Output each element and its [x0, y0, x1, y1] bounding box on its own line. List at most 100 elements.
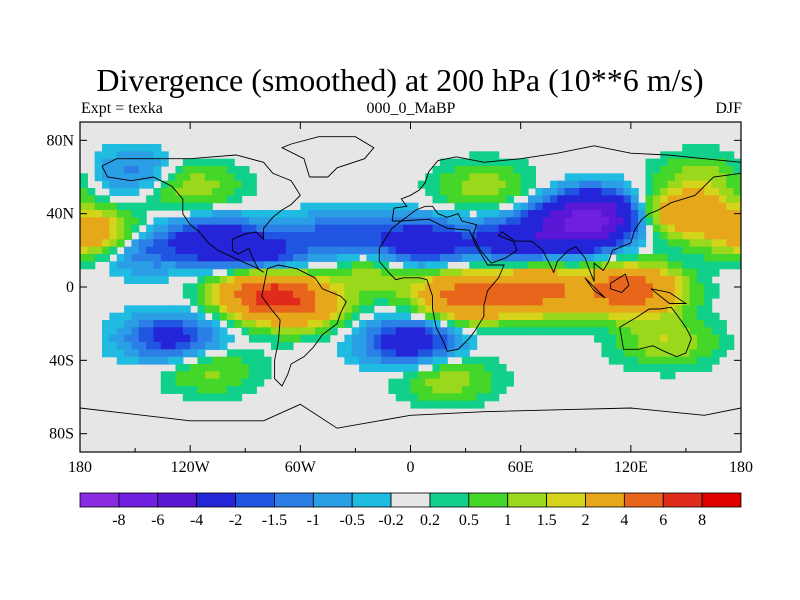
field-cell [337, 283, 345, 292]
field-cell [447, 342, 456, 350]
field-cell [586, 305, 595, 314]
field-cell [491, 378, 500, 387]
field-cell [219, 312, 228, 321]
field-cell [623, 268, 632, 277]
field-cell [461, 334, 470, 343]
field-cell [601, 334, 610, 343]
field-cell [667, 342, 676, 350]
field-cell [417, 305, 426, 314]
field-cell [160, 232, 169, 240]
field-cell [704, 356, 713, 365]
field-cell [579, 180, 588, 189]
field-cell [395, 202, 404, 211]
field-cell [439, 180, 448, 189]
field-cell [300, 334, 309, 343]
field-cell [660, 364, 669, 372]
field-cell [432, 268, 441, 277]
field-cell [660, 305, 669, 314]
field-cell [270, 283, 279, 292]
field-cell [292, 224, 301, 233]
field-cell [410, 393, 419, 402]
field-cell [153, 195, 162, 204]
field-cell [94, 224, 103, 233]
field-cell [197, 239, 206, 248]
field-cell [175, 334, 184, 343]
field-cell [630, 342, 639, 350]
field-cell [124, 312, 133, 321]
field-cell [204, 180, 213, 189]
field-cell [557, 268, 566, 277]
field-cell [557, 283, 566, 292]
field-cell [307, 239, 316, 248]
field-cell [204, 246, 213, 255]
field-cell [373, 210, 382, 218]
field-cell [535, 268, 544, 277]
field-cell [616, 276, 625, 284]
field-cell [160, 386, 169, 394]
field-cell [439, 239, 448, 248]
field-cell [476, 202, 485, 211]
field-cell [344, 232, 353, 240]
field-cell [572, 254, 581, 262]
field-cell [248, 327, 257, 336]
field-cell [718, 334, 727, 343]
colorbar-box [312, 492, 353, 508]
field-cell [564, 224, 573, 233]
field-cell [204, 356, 213, 365]
field-cell [329, 232, 338, 240]
field-cell [300, 210, 309, 218]
field-cell [204, 393, 213, 402]
divergence-field [80, 144, 741, 409]
field-cell [601, 254, 610, 262]
field-cell [454, 239, 463, 248]
field-cell [572, 320, 581, 328]
field-cell [674, 151, 683, 160]
field-cell [682, 246, 691, 255]
field-cell [388, 349, 397, 358]
field-cell [505, 195, 514, 204]
field-cell [190, 327, 199, 336]
field-cell [461, 239, 470, 248]
field-cell [645, 327, 654, 336]
field-cell [102, 327, 110, 336]
field-cell [219, 254, 228, 262]
field-cell [542, 327, 551, 336]
field-cell [616, 202, 625, 211]
field-cell [212, 173, 221, 182]
field-cell [359, 305, 368, 314]
colorbar-label: -1.5 [262, 512, 287, 529]
field-cell [329, 246, 338, 255]
field-cell [682, 312, 691, 321]
field-cell [711, 268, 720, 277]
field-cell [586, 239, 595, 248]
field-cell [212, 246, 221, 255]
field-cell [476, 305, 485, 314]
field-cell [425, 180, 434, 189]
field-cell [586, 217, 595, 226]
field-cell [256, 378, 265, 387]
field-cell [645, 342, 654, 350]
field-cell [270, 298, 279, 306]
field-cell [594, 254, 603, 262]
field-cell [498, 195, 507, 204]
field-cell [234, 386, 243, 394]
field-cell [535, 195, 544, 204]
field-cell [285, 334, 294, 343]
field-cell [248, 261, 257, 270]
field-cell [182, 364, 191, 372]
field-cell [94, 195, 103, 204]
field-cell [447, 166, 456, 174]
season-label: DJF [715, 100, 742, 117]
field-cell [586, 312, 595, 321]
field-cell [248, 305, 257, 314]
colorbar-label: 1.5 [537, 512, 557, 529]
field-cell [241, 378, 250, 387]
field-cell [395, 232, 404, 240]
field-cell [94, 166, 103, 174]
field-cell [704, 290, 713, 299]
field-cell [359, 342, 368, 350]
field-cell [432, 276, 441, 284]
field-cell [564, 327, 573, 336]
field-cell [182, 202, 191, 211]
field-cell [116, 312, 125, 321]
